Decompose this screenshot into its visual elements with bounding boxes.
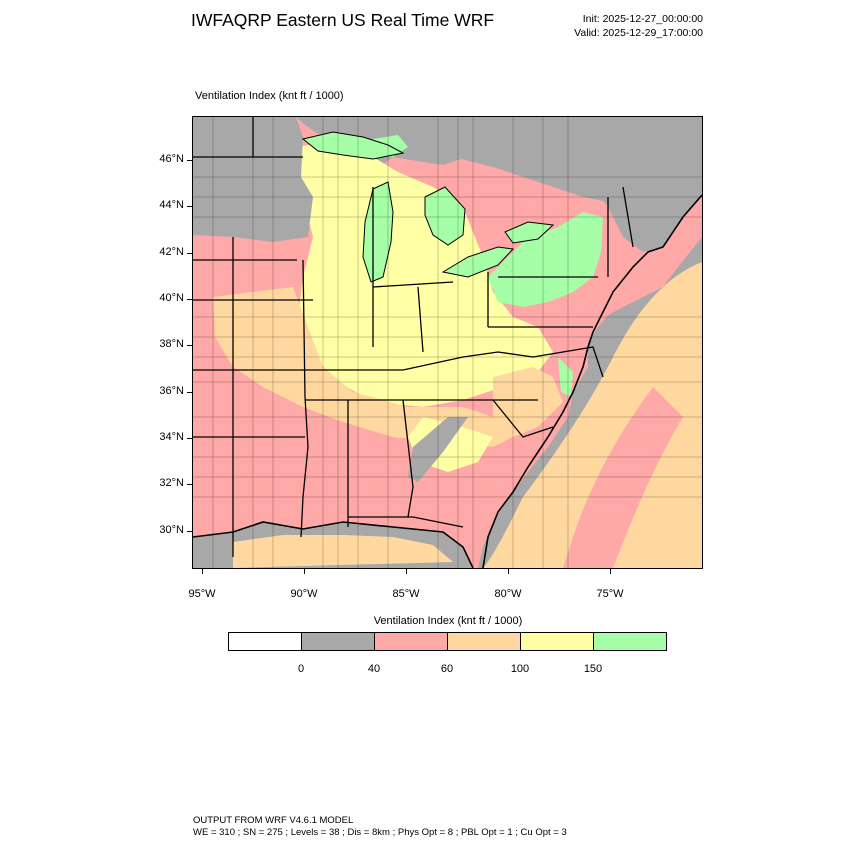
colorbar-segment (302, 633, 375, 650)
lat-label: 46°N (159, 153, 184, 165)
lat-label: 32°N (159, 477, 184, 489)
model-config-line: WE = 310 ; SN = 275 ; Levels = 38 ; Dis … (193, 827, 567, 838)
lat-label: 34°N (159, 431, 184, 443)
lat-tick (187, 299, 192, 300)
region-60-100-carolinas (493, 367, 563, 437)
colorbar-segment (521, 633, 594, 650)
lon-label: 95°W (188, 588, 216, 600)
lat-label: 36°N (159, 385, 184, 397)
map-subtitle: Ventilation Index (knt ft / 1000) (195, 90, 344, 102)
lake-michigan (362, 181, 394, 283)
ventilation-index-map (192, 116, 703, 569)
lon-label: 90°W (290, 588, 318, 600)
county-lines-vertical (212, 117, 569, 568)
colorbar (228, 632, 667, 651)
region-gt150-virginia-coast (558, 357, 573, 397)
lat-tick (187, 253, 192, 254)
colorbar-segment (594, 633, 666, 650)
gulf-coastline (193, 521, 474, 568)
map-svg (193, 117, 702, 568)
lon-tick (610, 569, 611, 574)
colorbar-label: 100 (510, 663, 530, 675)
lon-tick (406, 569, 407, 574)
border-indiana-ohio (417, 286, 424, 353)
colorbar-segment (448, 633, 521, 650)
lake-ontario (504, 221, 555, 244)
region-lt40-canada (193, 117, 702, 172)
border-virginia-north-carolina (532, 346, 604, 378)
lat-tick (187, 392, 192, 393)
border-florida-north (348, 516, 464, 528)
lat-tick (187, 484, 192, 485)
model-output-line: OUTPUT FROM WRF V4.6.1 MODEL (193, 815, 354, 826)
atlantic-coastline (482, 194, 702, 568)
colorbar-label: 0 (297, 663, 305, 675)
lat-label: 30°N (159, 524, 184, 536)
region-gt150-pennsylvania (488, 212, 603, 307)
lon-label: 75°W (596, 588, 624, 600)
lat-tick (187, 160, 192, 161)
init-time: Init: 2025-12-27_00:00:00 (582, 13, 703, 25)
region-lt40-new-england (603, 132, 702, 252)
colorbar-title: Ventilation Index (knt ft / 1000) (373, 615, 523, 627)
border-alabama-georgia (402, 399, 414, 518)
lon-label: 80°W (494, 588, 522, 600)
lat-label: 40°N (159, 292, 184, 304)
colorbar-segment (229, 633, 302, 650)
colorbar-label: 40 (367, 663, 381, 675)
colorbar-segment (375, 633, 448, 650)
county-borders (193, 117, 702, 568)
lat-tick (187, 531, 192, 532)
lat-tick (187, 206, 192, 207)
lat-label: 44°N (159, 199, 184, 211)
lake-superior (301, 131, 405, 160)
gulf-coast-shelf (233, 535, 453, 568)
colorbar-label: 150 (583, 663, 603, 675)
valid-time: Valid: 2025-12-29_17:00:00 (574, 27, 703, 39)
lat-tick (187, 345, 192, 346)
lon-label: 85°W (392, 588, 420, 600)
county-lines-horizontal (193, 176, 702, 498)
lon-tick (508, 569, 509, 574)
atlantic-offshore-region (563, 387, 683, 568)
lat-label: 42°N (159, 246, 184, 258)
plot-title: IWFAQRP Eastern US Real Time WRF (191, 10, 495, 30)
lat-label: 38°N (159, 338, 184, 350)
border-mississippi-river-north (302, 259, 306, 398)
lake-huron (424, 186, 466, 246)
border-mississippi-river-south (300, 396, 309, 538)
lat-tick (187, 438, 192, 439)
lon-tick (202, 569, 203, 574)
colorbar-label: 60 (440, 663, 454, 675)
lon-tick (304, 569, 305, 574)
border-michigan-south (372, 281, 454, 288)
atlantic-shelf-region (483, 262, 702, 568)
